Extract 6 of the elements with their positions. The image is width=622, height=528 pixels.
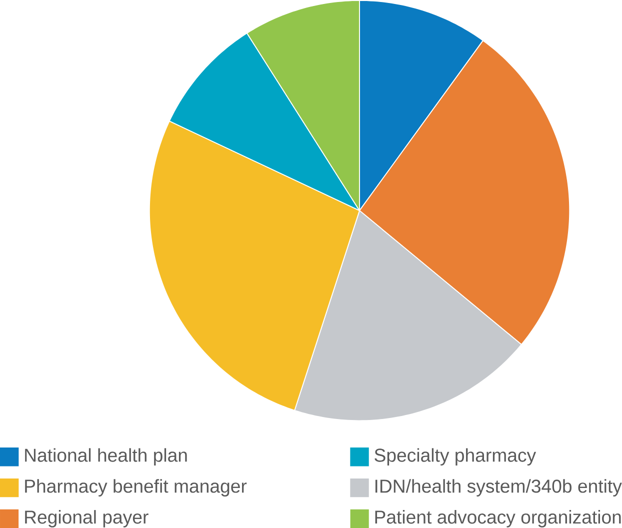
legend-label: Pharmacy benefit manager [25, 479, 247, 496]
legend-label: National health plan [25, 448, 187, 466]
legend-label: Patient advocacy organization [375, 510, 621, 528]
legend-label: Regional payer [25, 510, 148, 528]
legend-label: Specialty pharmacy [374, 448, 536, 466]
legend-label: IDN/health system/340b entity [375, 479, 622, 496]
